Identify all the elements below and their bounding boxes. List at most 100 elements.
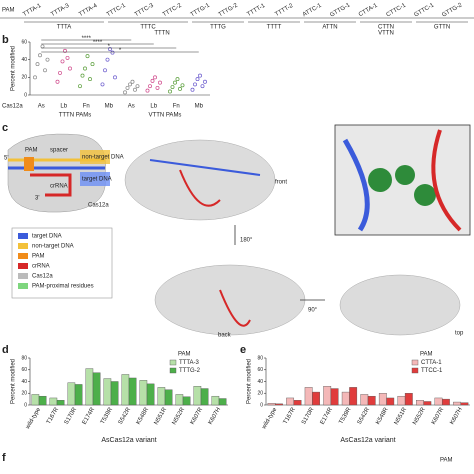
bar <box>293 400 302 406</box>
point <box>45 57 50 62</box>
x-tick-label: Lb <box>60 104 67 110</box>
x-tick-label: N551R <box>154 406 169 426</box>
pam-header: TTTT-1 <box>246 3 267 18</box>
x-tick-label: Lb <box>150 104 157 110</box>
x-tick-label: As <box>128 104 135 110</box>
spacer-label: spacer <box>50 148 68 154</box>
point <box>135 84 140 89</box>
bar <box>31 394 40 406</box>
bar <box>182 396 191 406</box>
y-axis-label: Percent modified <box>247 359 253 404</box>
bar <box>330 388 339 406</box>
pam-group: TTTT <box>267 25 282 31</box>
bar <box>128 377 137 406</box>
bar <box>110 381 119 406</box>
bar <box>200 388 209 406</box>
point <box>58 70 62 75</box>
bar <box>423 401 432 406</box>
legend-swatch <box>18 273 28 279</box>
x-tick-label: N552R <box>172 406 187 426</box>
sig-label: * <box>108 44 111 50</box>
y-tick-label: 40 <box>21 379 27 385</box>
point <box>155 85 160 90</box>
point <box>43 68 47 73</box>
y-axis-label: Percent modified <box>11 359 17 404</box>
point <box>113 75 117 80</box>
pam-label: PAM <box>25 148 38 154</box>
bar <box>286 397 295 406</box>
rotation-label: 90° <box>308 308 318 314</box>
point <box>133 87 137 92</box>
point <box>90 62 95 67</box>
point <box>65 55 70 60</box>
bar <box>211 395 220 406</box>
bar <box>193 386 202 406</box>
bar <box>275 403 283 406</box>
bar <box>386 397 395 406</box>
legend-swatch <box>18 263 28 269</box>
pam-supergroup: VTTN <box>378 31 394 37</box>
point <box>110 50 115 55</box>
legend-label: PAM-proximal residues <box>32 284 94 290</box>
pam-header: TTTG-2 <box>218 2 240 18</box>
y-tick-label: 0 <box>24 92 27 98</box>
legend-label: PAM <box>32 254 45 260</box>
bar <box>453 401 461 406</box>
point <box>153 75 157 80</box>
bar <box>85 368 94 406</box>
y-tick-label: 60 <box>257 367 263 373</box>
legend-title: PAM <box>178 352 191 358</box>
x-tick-label: wild-type <box>25 406 43 431</box>
bar <box>397 395 406 406</box>
point <box>78 84 82 89</box>
point <box>200 84 205 89</box>
point <box>80 73 85 78</box>
bar <box>349 387 358 406</box>
point <box>40 44 45 49</box>
pam-header: TTTA-4 <box>78 3 99 18</box>
pam-header: GTTG-2 <box>441 2 464 19</box>
point <box>125 85 130 90</box>
y-tick-label: 20 <box>257 391 263 397</box>
view-label: back <box>218 333 232 339</box>
x-axis-label: AsCas12a variant <box>340 437 395 444</box>
point <box>203 79 207 84</box>
pam-header: TTTG-1 <box>190 2 212 18</box>
x-tick-label: E174R <box>320 406 335 425</box>
pam-group: CTTN <box>378 25 394 31</box>
point <box>178 86 182 91</box>
point <box>38 53 42 58</box>
pam-header: TTTC-1 <box>106 2 127 18</box>
x-tick-label: wild-type <box>261 406 279 431</box>
bar <box>164 389 173 406</box>
x-tick-label: S170R <box>301 406 316 425</box>
x-tick-label: T539R <box>338 406 353 425</box>
y-tick-label: 20 <box>21 75 27 81</box>
y-tick-label: 80 <box>257 355 263 361</box>
legend-swatch <box>169 359 177 366</box>
bar <box>74 384 83 406</box>
point <box>100 82 105 87</box>
bar <box>38 395 47 406</box>
pam-header: CTTA-1 <box>358 2 379 18</box>
legend-title: PAM <box>440 458 453 464</box>
cas12a-label: Cas12a <box>2 104 23 110</box>
cas12a-label: Cas12a <box>88 203 109 209</box>
pam-supergroup: TTTN <box>154 31 169 37</box>
y-tick-label: 20 <box>21 391 27 397</box>
legend: target DNA non-target DNA PAM crRNA Cas12a PA… <box>18 233 94 290</box>
legend-swatch <box>411 367 419 374</box>
pam-group: TTTG <box>210 25 226 31</box>
bar <box>460 402 469 406</box>
point <box>195 77 200 82</box>
point <box>33 75 37 80</box>
bar <box>67 382 76 406</box>
point <box>168 89 172 94</box>
legend-label: CTTA-1 <box>421 360 442 366</box>
panel-label: f <box>2 452 6 464</box>
x-tick-label: Mb <box>105 104 114 110</box>
bar <box>121 374 130 406</box>
point <box>123 90 127 95</box>
bar <box>323 386 332 406</box>
